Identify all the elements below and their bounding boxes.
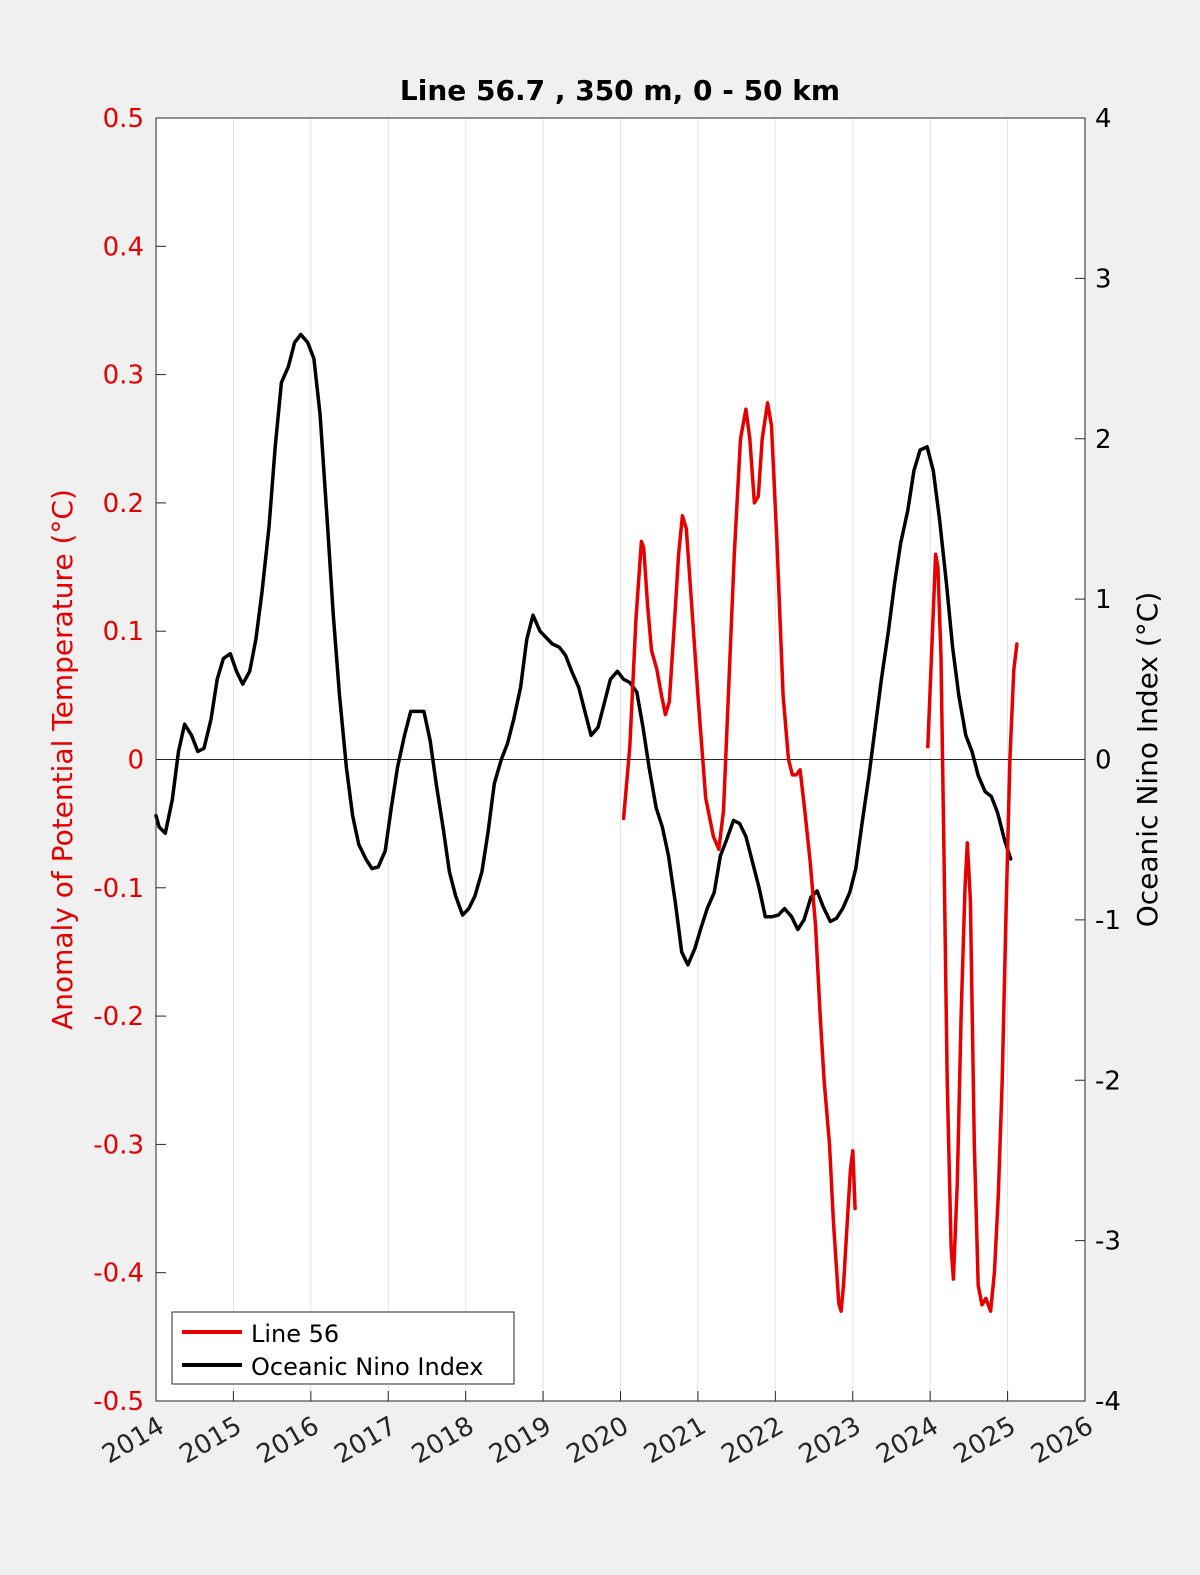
y-right-tick-label: -4 [1095, 1387, 1121, 1417]
legend-box [171, 1311, 515, 1385]
y-left-tick-label: -0.1 [93, 874, 144, 904]
x-tick-label: 2014 [97, 1411, 169, 1470]
y-axis-right-label: Oceanic Nino Index (°C) [1131, 592, 1164, 928]
x-tick-label: 2017 [329, 1411, 401, 1470]
y-right-tick-label: 3 [1095, 264, 1112, 294]
x-tick-label: 2015 [175, 1411, 247, 1470]
chart-title: Line 56.7 , 350 m, 0 - 50 km [400, 74, 840, 107]
y-right-tick-label: 4 [1095, 104, 1112, 134]
x-tick-label: 2019 [484, 1411, 556, 1470]
legend-label-line56: Line 56 [251, 1320, 339, 1348]
x-tick-label: 2018 [407, 1411, 479, 1470]
y-left-tick-label: -0.5 [93, 1387, 144, 1417]
y-left-tick-label: 0.5 [103, 104, 144, 134]
y-left-tick-label: 0.1 [103, 617, 144, 647]
x-tick-label: 2021 [639, 1411, 711, 1470]
x-tick-label: 2025 [949, 1411, 1021, 1470]
y-axis-left-label: Anomaly of Potential Temperature (°C) [46, 489, 79, 1030]
y-right-tick-label: -3 [1095, 1227, 1121, 1257]
y-left-tick-label: 0 [127, 746, 144, 776]
series-line56-segment [621, 401, 857, 1313]
x-tick-label: 2023 [794, 1411, 866, 1470]
x-tick-label: 2016 [252, 1411, 324, 1470]
y-axis-left: 0.5 0.4 0.3 0.2 0.1 0 -0.1 -0.2 -0.3 -0.4 -0.5 [93, 104, 166, 1417]
legend-label-oni: Oceanic Nino Index [251, 1353, 483, 1381]
y-left-tick-label: -0.3 [93, 1130, 144, 1160]
y-left-tick-label: -0.2 [93, 1002, 144, 1032]
x-tick-label: 2026 [1026, 1411, 1098, 1470]
y-right-tick-label: 1 [1095, 585, 1112, 615]
y-left-tick-label: -0.4 [93, 1259, 144, 1289]
series-line56-segment [926, 552, 1019, 1313]
y-left-tick-label: 0.4 [103, 232, 144, 262]
y-right-tick-label: 0 [1095, 746, 1112, 776]
y-right-tick-label: 2 [1095, 425, 1112, 455]
x-tick-label: 2024 [871, 1411, 943, 1470]
x-tick-label: 2020 [562, 1411, 634, 1470]
legend: Line 56 Oceanic Nino Index [171, 1311, 515, 1385]
series-layer [154, 332, 1019, 1313]
y-right-tick-label: -2 [1095, 1066, 1121, 1096]
x-axis: 2014 2015 2016 2017 2018 2019 2020 2021 2022 2023… [97, 1391, 1099, 1470]
y-axis-right: 4 3 2 1 0 -1 -2 -3 -4 [1075, 104, 1121, 1417]
series-oni-segment [154, 332, 1013, 967]
y-right-tick-label: -1 [1095, 906, 1121, 936]
x-tick-label: 2022 [717, 1411, 789, 1470]
y-left-tick-label: 0.3 [103, 361, 144, 391]
y-left-tick-label: 0.2 [103, 489, 144, 519]
